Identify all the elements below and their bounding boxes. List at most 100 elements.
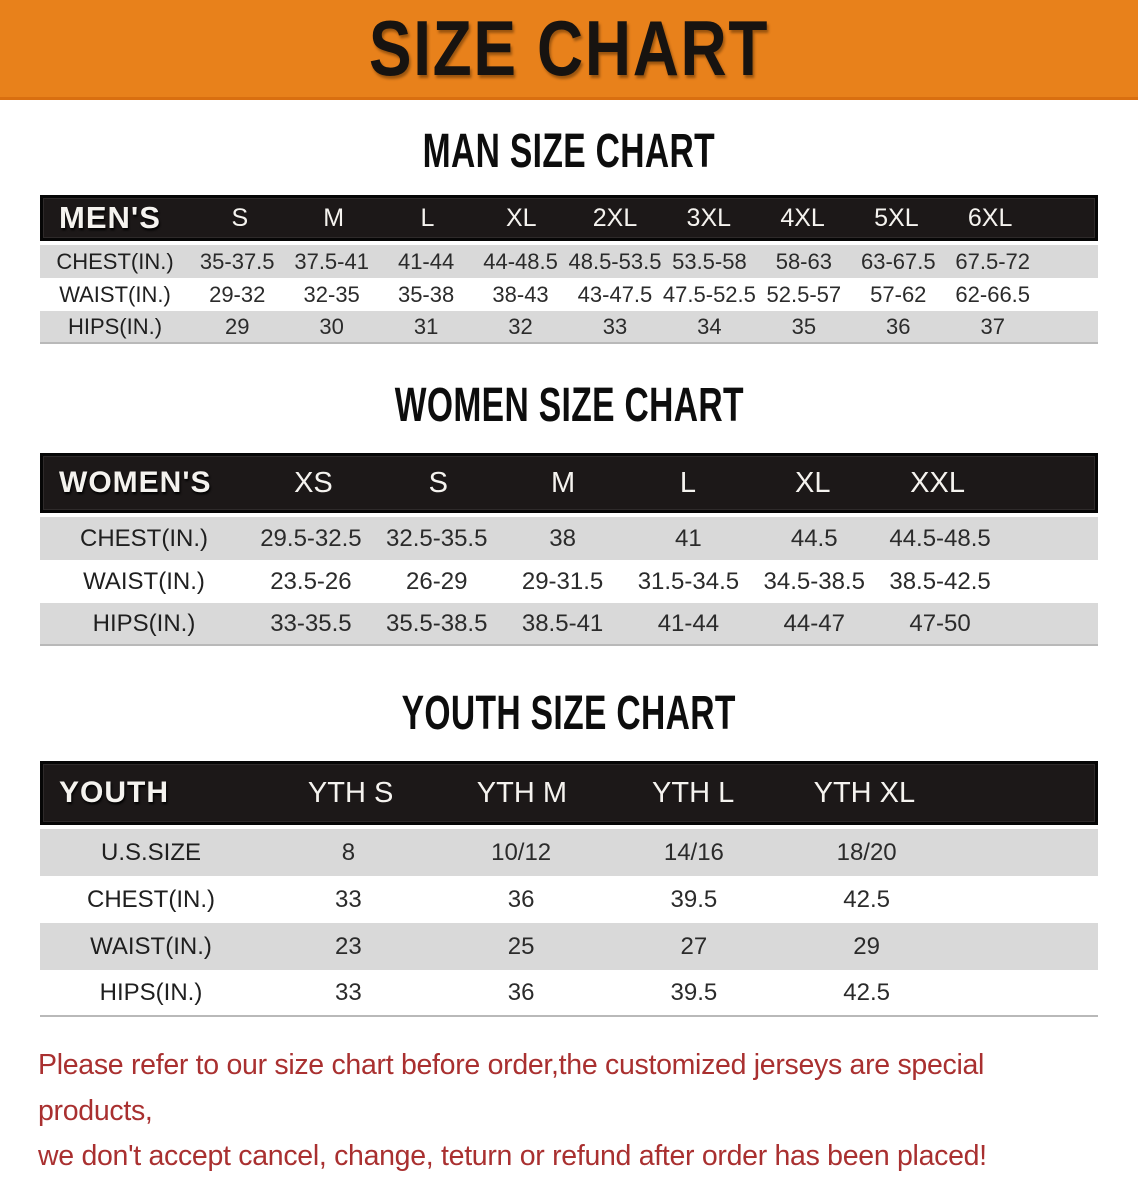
table-cell: 26-29 [406, 567, 468, 595]
table-cell: 8 [341, 838, 356, 866]
table-cell: 62-66.5 [955, 281, 1031, 307]
table-cell: 10/12 [491, 838, 552, 866]
women-col-header-m: M [550, 466, 576, 499]
men-hips-row: HIPS(IN.) 29 30 31 32 33 34 35 36 37 [40, 311, 1098, 344]
table-cell: 36 [886, 313, 911, 339]
table-cell: 44-47 [783, 609, 845, 637]
table-cell: 47-50 [909, 609, 971, 637]
men-col-header-l: L [420, 203, 435, 232]
table-cell: 41-44 [397, 248, 455, 274]
table-cell: 37 [980, 313, 1005, 339]
table-cell: 41-44 [657, 609, 720, 637]
row-label: U.S.SIZE [100, 838, 202, 866]
table-cell: 29 [853, 932, 880, 960]
youth-ussize-row: U.S.SIZE 8 10/12 14/16 18/20 [40, 829, 1098, 876]
table-cell: 52.5-57 [766, 281, 842, 307]
table-cell: 29-32 [209, 281, 266, 307]
youth-col-header-xl: YTH XL [813, 776, 916, 809]
men-section-heading: MAN SIZE CHART [0, 124, 1138, 179]
table-cell: 31 [413, 313, 439, 339]
row-label: HIPS(IN.) [92, 609, 196, 637]
table-cell: 14/16 [663, 838, 724, 866]
men-col-header-6xl: 6XL [967, 203, 1013, 232]
table-cell: 25 [507, 932, 535, 960]
table-cell: 48.5-53.5 [568, 248, 662, 274]
table-cell: 57-62 [870, 281, 927, 307]
table-cell: 36 [507, 978, 535, 1006]
men-table-header-row: MEN'S S M L XL 2XL 3XL 4XL 5XL 6XL [40, 195, 1098, 241]
row-label: CHEST(IN.) [80, 524, 208, 552]
row-label: CHEST(IN.) [87, 885, 215, 913]
table-cell: 34 [697, 313, 722, 339]
size-chart-banner: SIZE CHART [0, 0, 1138, 100]
disclaimer-text: Please refer to our size chart before or… [38, 1043, 1100, 1180]
table-cell: 35.5-38.5 [386, 609, 488, 637]
youth-col-header-l: YTH L [652, 776, 735, 809]
table-cell: 35-38 [397, 281, 455, 307]
women-col-header-xxl: XXL [910, 466, 965, 499]
women-table-header-row: WOMEN'S XS S M L XL XXL [40, 453, 1098, 513]
table-cell: 32.5-35.5 [386, 524, 488, 552]
table-cell: 63-67.5 [860, 248, 936, 274]
table-cell: 32 [508, 313, 533, 339]
youth-hips-row: HIPS(IN.) 33 36 39.5 42.5 [40, 970, 1098, 1017]
women-section-heading-text: WOMEN SIZE CHART [394, 379, 744, 432]
men-size-table: MEN'S S M L XL 2XL 3XL 4XL 5XL 6XL CHEST… [40, 195, 1098, 344]
table-cell: 42.5 [843, 885, 890, 913]
table-cell: 27 [680, 932, 708, 960]
table-cell: 44-48.5 [483, 248, 558, 274]
men-col-header-4xl: 4XL [780, 203, 825, 232]
men-waist-row: WAIST(IN.) 29-32 32-35 35-38 38-43 43-47… [40, 278, 1098, 311]
men-col-header-5xl: 5XL [874, 203, 919, 232]
table-cell: 41 [675, 524, 702, 552]
men-table-title: MEN'S [59, 200, 161, 235]
men-col-header-xl: XL [505, 203, 537, 232]
table-cell: 33 [602, 313, 628, 339]
youth-chest-row: CHEST(IN.) 33 36 39.5 42.5 [40, 876, 1098, 923]
row-label: WAIST(IN.) [90, 932, 212, 960]
row-label: WAIST(IN.) [83, 567, 205, 595]
men-section: MAN SIZE CHART MEN'S S M L XL 2XL 3XL 4X… [0, 124, 1138, 344]
disclaimer-line-1: Please refer to our size chart before or… [38, 1049, 985, 1127]
women-waist-row: WAIST(IN.) 23.5-26 26-29 29-31.5 31.5-34… [40, 560, 1098, 603]
row-label: CHEST(IN.) [56, 248, 174, 274]
youth-col-header-s: YTH S [307, 776, 394, 809]
men-col-header-2xl: 2XL [592, 203, 638, 232]
women-hips-row: HIPS(IN.) 33-35.5 35.5-38.5 38.5-41 41-4… [40, 603, 1098, 646]
table-cell: 35 [791, 313, 817, 339]
women-section: WOMEN SIZE CHART WOMEN'S XS S M L XL XXL… [0, 378, 1138, 646]
table-cell: 31.5-34.5 [637, 567, 740, 595]
men-col-header-m: M [323, 203, 345, 232]
table-cell: 29.5-32.5 [260, 524, 362, 552]
table-cell: 36 [507, 885, 535, 913]
women-col-header-l: L [679, 466, 696, 499]
women-table-title: WOMEN'S [59, 466, 212, 499]
women-col-header-xl: XL [794, 466, 831, 499]
table-cell: 23.5-26 [270, 567, 352, 595]
women-chest-row: CHEST(IN.) 29.5-32.5 32.5-35.5 38 41 44.… [40, 517, 1098, 560]
women-col-header-xs: XS [294, 466, 333, 499]
women-section-heading: WOMEN SIZE CHART [0, 378, 1138, 433]
table-cell: 58-63 [775, 248, 832, 274]
youth-table-header-row: YOUTH YTH S YTH M YTH L YTH XL [40, 761, 1098, 825]
men-chest-row: CHEST(IN.) 35-37.5 37.5-41 41-44 44-48.5… [40, 245, 1098, 278]
table-cell: 53.5-58 [672, 248, 747, 274]
table-cell: 39.5 [670, 978, 718, 1006]
row-label: WAIST(IN.) [59, 281, 171, 307]
men-col-header-s: S [231, 203, 249, 232]
banner-title: SIZE CHART [368, 4, 770, 92]
table-cell: 33 [335, 885, 362, 913]
row-label: HIPS(IN.) [67, 313, 163, 339]
men-col-header-3xl: 3XL [686, 203, 732, 232]
youth-section-heading: YOUTH SIZE CHART [0, 686, 1138, 741]
table-cell: 34.5-38.5 [763, 567, 865, 595]
table-cell: 33-35.5 [270, 609, 352, 637]
table-cell: 35-37.5 [199, 248, 275, 274]
table-cell: 39.5 [670, 885, 718, 913]
table-cell: 43-47.5 [577, 281, 653, 307]
men-section-heading-text: MAN SIZE CHART [422, 125, 716, 178]
disclaimer-line-2: we don't accept cancel, change, teturn o… [38, 1140, 987, 1173]
table-cell: 44.5-48.5 [889, 524, 991, 552]
table-cell: 38.5-41 [521, 609, 604, 637]
women-col-header-s: S [428, 466, 448, 499]
